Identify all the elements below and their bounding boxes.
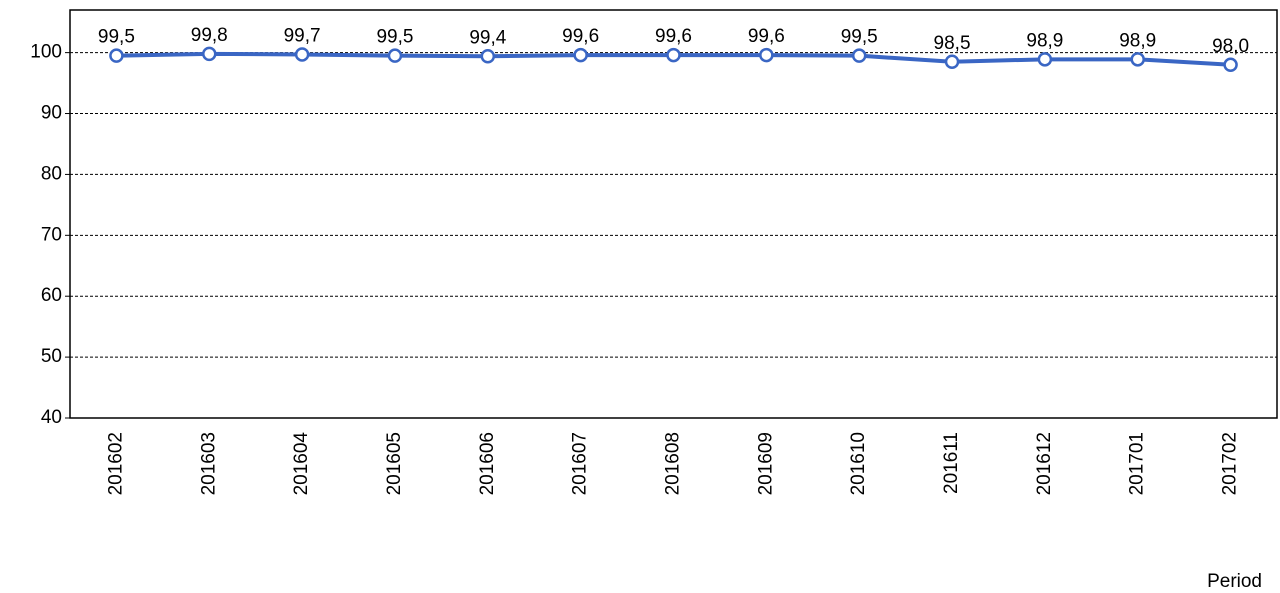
- data-label: 99,5: [98, 27, 135, 48]
- y-tick-label: 40: [41, 407, 62, 428]
- x-tick-label: 201602: [105, 432, 126, 495]
- x-tick-label: 201611: [941, 432, 962, 494]
- data-point: [851, 48, 867, 63]
- data-label: 99,5: [376, 27, 413, 48]
- plot-frame: [69, 9, 1278, 419]
- data-label: 99,6: [748, 26, 785, 47]
- data-label: 99,5: [841, 27, 878, 48]
- data-point: [294, 47, 310, 62]
- x-tick-label: 201607: [570, 432, 591, 495]
- data-point: [573, 47, 588, 63]
- data-point: [387, 48, 403, 63]
- x-axis-label: Period: [1207, 571, 1262, 592]
- y-tick-label: 100: [30, 42, 62, 63]
- data-point: [202, 46, 217, 62]
- y-tick-label: 70: [41, 224, 62, 245]
- data-label: 99,6: [655, 26, 692, 47]
- data-point: [1223, 57, 1238, 73]
- x-tick-label: 201609: [755, 432, 776, 495]
- data-point: [1037, 52, 1053, 67]
- data-point: [666, 47, 681, 63]
- data-label: 99,6: [562, 26, 599, 47]
- data-point: [109, 48, 124, 63]
- data-label: 98,9: [1119, 30, 1156, 51]
- data-label: 98,0: [1212, 36, 1249, 57]
- x-tick-label: 201612: [1034, 432, 1055, 495]
- data-point: [759, 47, 774, 63]
- x-tick-label: 201610: [848, 432, 869, 495]
- x-tick-label: 201606: [477, 432, 498, 495]
- y-tick-label: 90: [41, 103, 62, 124]
- data-label: 99,4: [469, 27, 506, 48]
- x-tick-label: 201702: [1220, 432, 1241, 495]
- data-label: 99,8: [191, 25, 228, 46]
- data-point: [944, 54, 960, 70]
- data-point: [1130, 52, 1145, 67]
- y-tick-label: 50: [41, 346, 62, 367]
- x-tick-label: 201603: [198, 432, 219, 495]
- x-tick-label: 201608: [663, 432, 684, 495]
- data-point: [480, 49, 496, 64]
- y-tick-label: 60: [41, 285, 62, 306]
- x-tick-label: 201604: [291, 432, 312, 496]
- data-label: 98,5: [934, 33, 971, 54]
- x-tick-label: 201605: [384, 432, 405, 495]
- data-label: 99,7: [284, 25, 321, 46]
- x-tick-label: 201701: [1127, 432, 1148, 495]
- data-label: 98,9: [1026, 30, 1063, 51]
- y-tick-label: 80: [41, 163, 62, 184]
